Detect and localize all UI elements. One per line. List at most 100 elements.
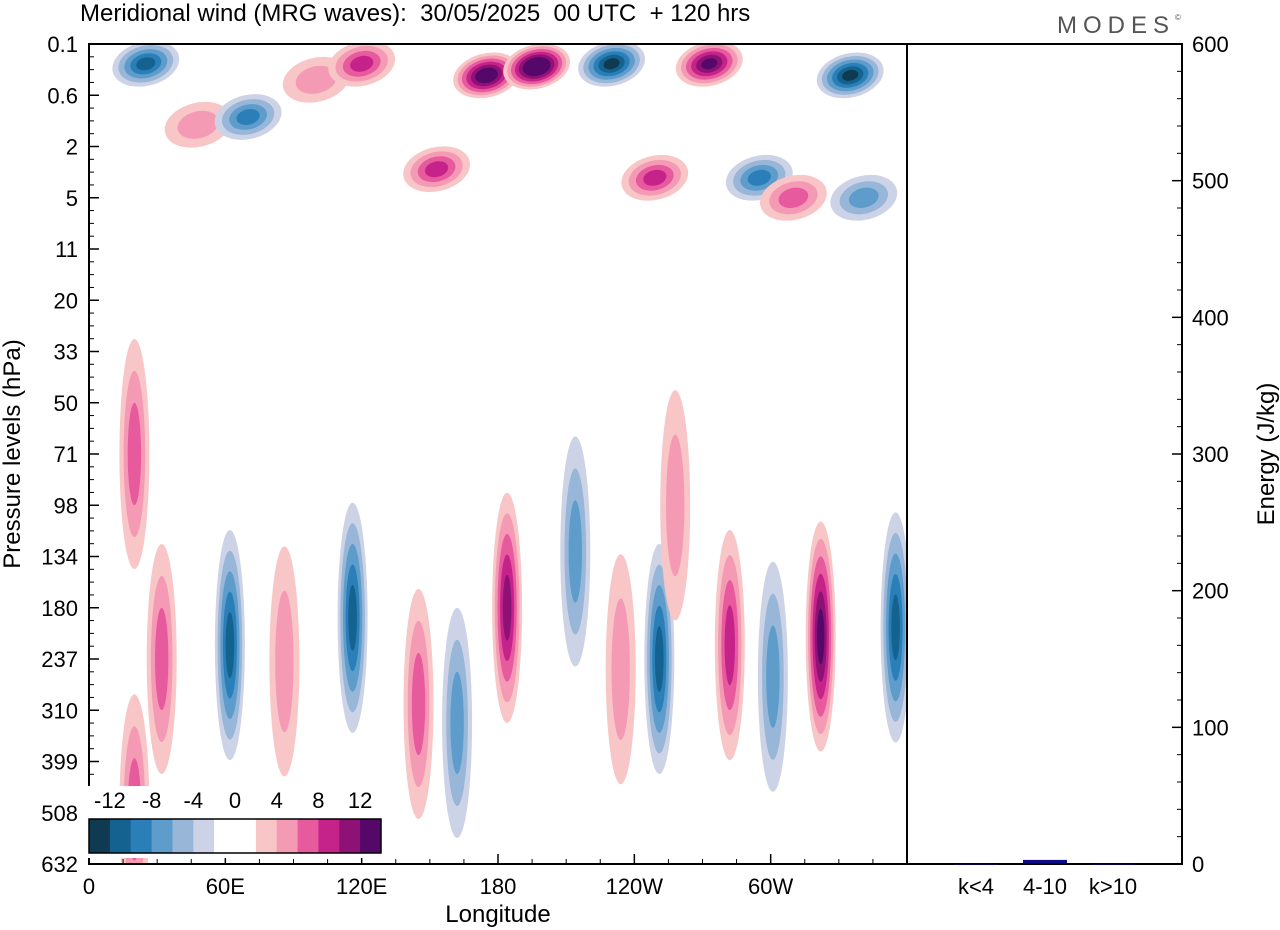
heat-contour xyxy=(236,109,260,125)
heat-contour xyxy=(450,671,464,775)
y-tick-label: 71 xyxy=(54,442,78,467)
x-tick-label: 0 xyxy=(83,874,95,899)
y-tick-label: 134 xyxy=(41,545,78,570)
y-tick-label: 33 xyxy=(54,340,78,365)
heatmap-axes: 0.1 0.6 2 5 11 20 33 50 71 98 134 180 237 310 399 508 63… xyxy=(41,32,874,899)
colorbar-swatch xyxy=(109,819,132,853)
y-tick-label: 98 xyxy=(54,493,78,518)
colorbar-swatch xyxy=(193,819,215,853)
y-tick-label: 5 xyxy=(66,186,78,211)
heat-feature xyxy=(805,521,836,752)
heat-feature xyxy=(403,146,471,193)
y-tick-label: 508 xyxy=(41,801,78,826)
y-tick-label: 0.1 xyxy=(47,32,78,57)
colorbar-swatch xyxy=(276,819,299,853)
energy-bar xyxy=(1023,859,1067,864)
heat-feature xyxy=(112,44,180,87)
colorbar-label: 12 xyxy=(348,788,372,813)
colorbar-swatch xyxy=(339,819,361,853)
heat-feature xyxy=(759,174,827,221)
y-tick-label: 20 xyxy=(54,288,78,313)
x-axis-title: Longitude xyxy=(445,901,550,928)
heat-contour xyxy=(891,594,900,661)
energy-tick-label: 0 xyxy=(1192,852,1204,877)
heat-contour xyxy=(136,57,156,71)
heat-contour xyxy=(842,69,859,81)
heat-feature xyxy=(503,44,571,90)
heat-feature xyxy=(644,544,675,774)
x-tick-label: 180 xyxy=(480,874,517,899)
heat-feature xyxy=(675,44,743,87)
heat-contour xyxy=(848,187,879,208)
heat-contour xyxy=(424,161,449,178)
heat-contour xyxy=(611,598,630,740)
heat-contour xyxy=(568,500,582,603)
colorbar-label: 4 xyxy=(271,788,283,813)
brand-text: MODES xyxy=(1057,12,1176,39)
heat-feature xyxy=(605,554,636,785)
brand-mark: © xyxy=(1175,13,1181,22)
heat-feature xyxy=(442,607,473,838)
x-tick-label: 120E xyxy=(336,874,387,899)
energy-tick-label: 300 xyxy=(1192,442,1229,467)
colorbar-label: -8 xyxy=(142,788,162,813)
heat-contour xyxy=(348,584,357,651)
energy-tick-label: 400 xyxy=(1192,305,1229,330)
colorbar-swatch xyxy=(89,819,111,853)
heat-contour xyxy=(666,434,685,577)
heat-feature xyxy=(214,94,282,140)
colorbar-label: 8 xyxy=(312,788,324,813)
energy-tick-label: 100 xyxy=(1192,715,1229,740)
x-tick-label: 120W xyxy=(606,874,664,899)
energy-frame xyxy=(906,43,1183,865)
y-tick-label: 0.6 xyxy=(47,83,78,108)
y-tick-label: 632 xyxy=(41,852,78,877)
heat-contour xyxy=(530,62,543,71)
colorbar-swatch xyxy=(360,819,382,853)
heat-feature xyxy=(328,44,396,87)
y-tick-label: 237 xyxy=(41,647,78,672)
colorbar-label: -12 xyxy=(94,788,126,813)
y-tick-label: 2 xyxy=(66,135,78,160)
energy-tick-label: 200 xyxy=(1192,579,1229,604)
y-tick-label: 180 xyxy=(41,596,78,621)
colorbar: -12 -8 -4 0 4 8 12 xyxy=(85,786,385,858)
heat-feature xyxy=(660,390,691,621)
colorbar-swatch xyxy=(297,819,319,853)
colorbar-swatch xyxy=(130,819,153,853)
heat-contour xyxy=(295,65,337,94)
heat-feature xyxy=(714,530,745,761)
heat-feature xyxy=(337,502,368,733)
heat-contour xyxy=(655,626,664,692)
heat-feature xyxy=(880,512,907,743)
heat-feature xyxy=(269,546,300,777)
colorbar-swatch xyxy=(255,819,278,853)
heat-feature xyxy=(560,436,591,667)
y-tick-label: 11 xyxy=(55,237,78,262)
heat-feature xyxy=(403,589,434,819)
heat-feature xyxy=(453,52,521,99)
heat-feature xyxy=(830,174,898,221)
heat-contour xyxy=(724,605,735,686)
heat-contour xyxy=(275,590,294,733)
heat-feature xyxy=(119,339,150,569)
chart-title: Meridional wind (MRG waves): 30/05/2025 … xyxy=(80,0,751,27)
heat-feature xyxy=(214,530,245,761)
heat-feature xyxy=(146,544,177,774)
energy-tick-label: 500 xyxy=(1192,169,1229,194)
x-tick-label: 60W xyxy=(748,874,793,899)
heat-contour xyxy=(766,625,780,728)
heat-feature xyxy=(578,44,646,87)
heat-contour xyxy=(502,574,512,641)
heat-feature xyxy=(757,561,788,792)
y-tick-label: 310 xyxy=(41,698,78,723)
energy-axes: 0 100 200 300 400 500 600 k<4 4-10 k>10 xyxy=(958,32,1229,899)
heat-contour xyxy=(817,608,825,665)
colorbar-swatch xyxy=(172,819,194,853)
colorbar-frame xyxy=(88,818,382,854)
heat-feature xyxy=(816,52,884,99)
energy-category-label: k<4 xyxy=(958,874,994,899)
colorbar-label: -4 xyxy=(184,788,204,813)
heat-contour xyxy=(127,402,142,506)
